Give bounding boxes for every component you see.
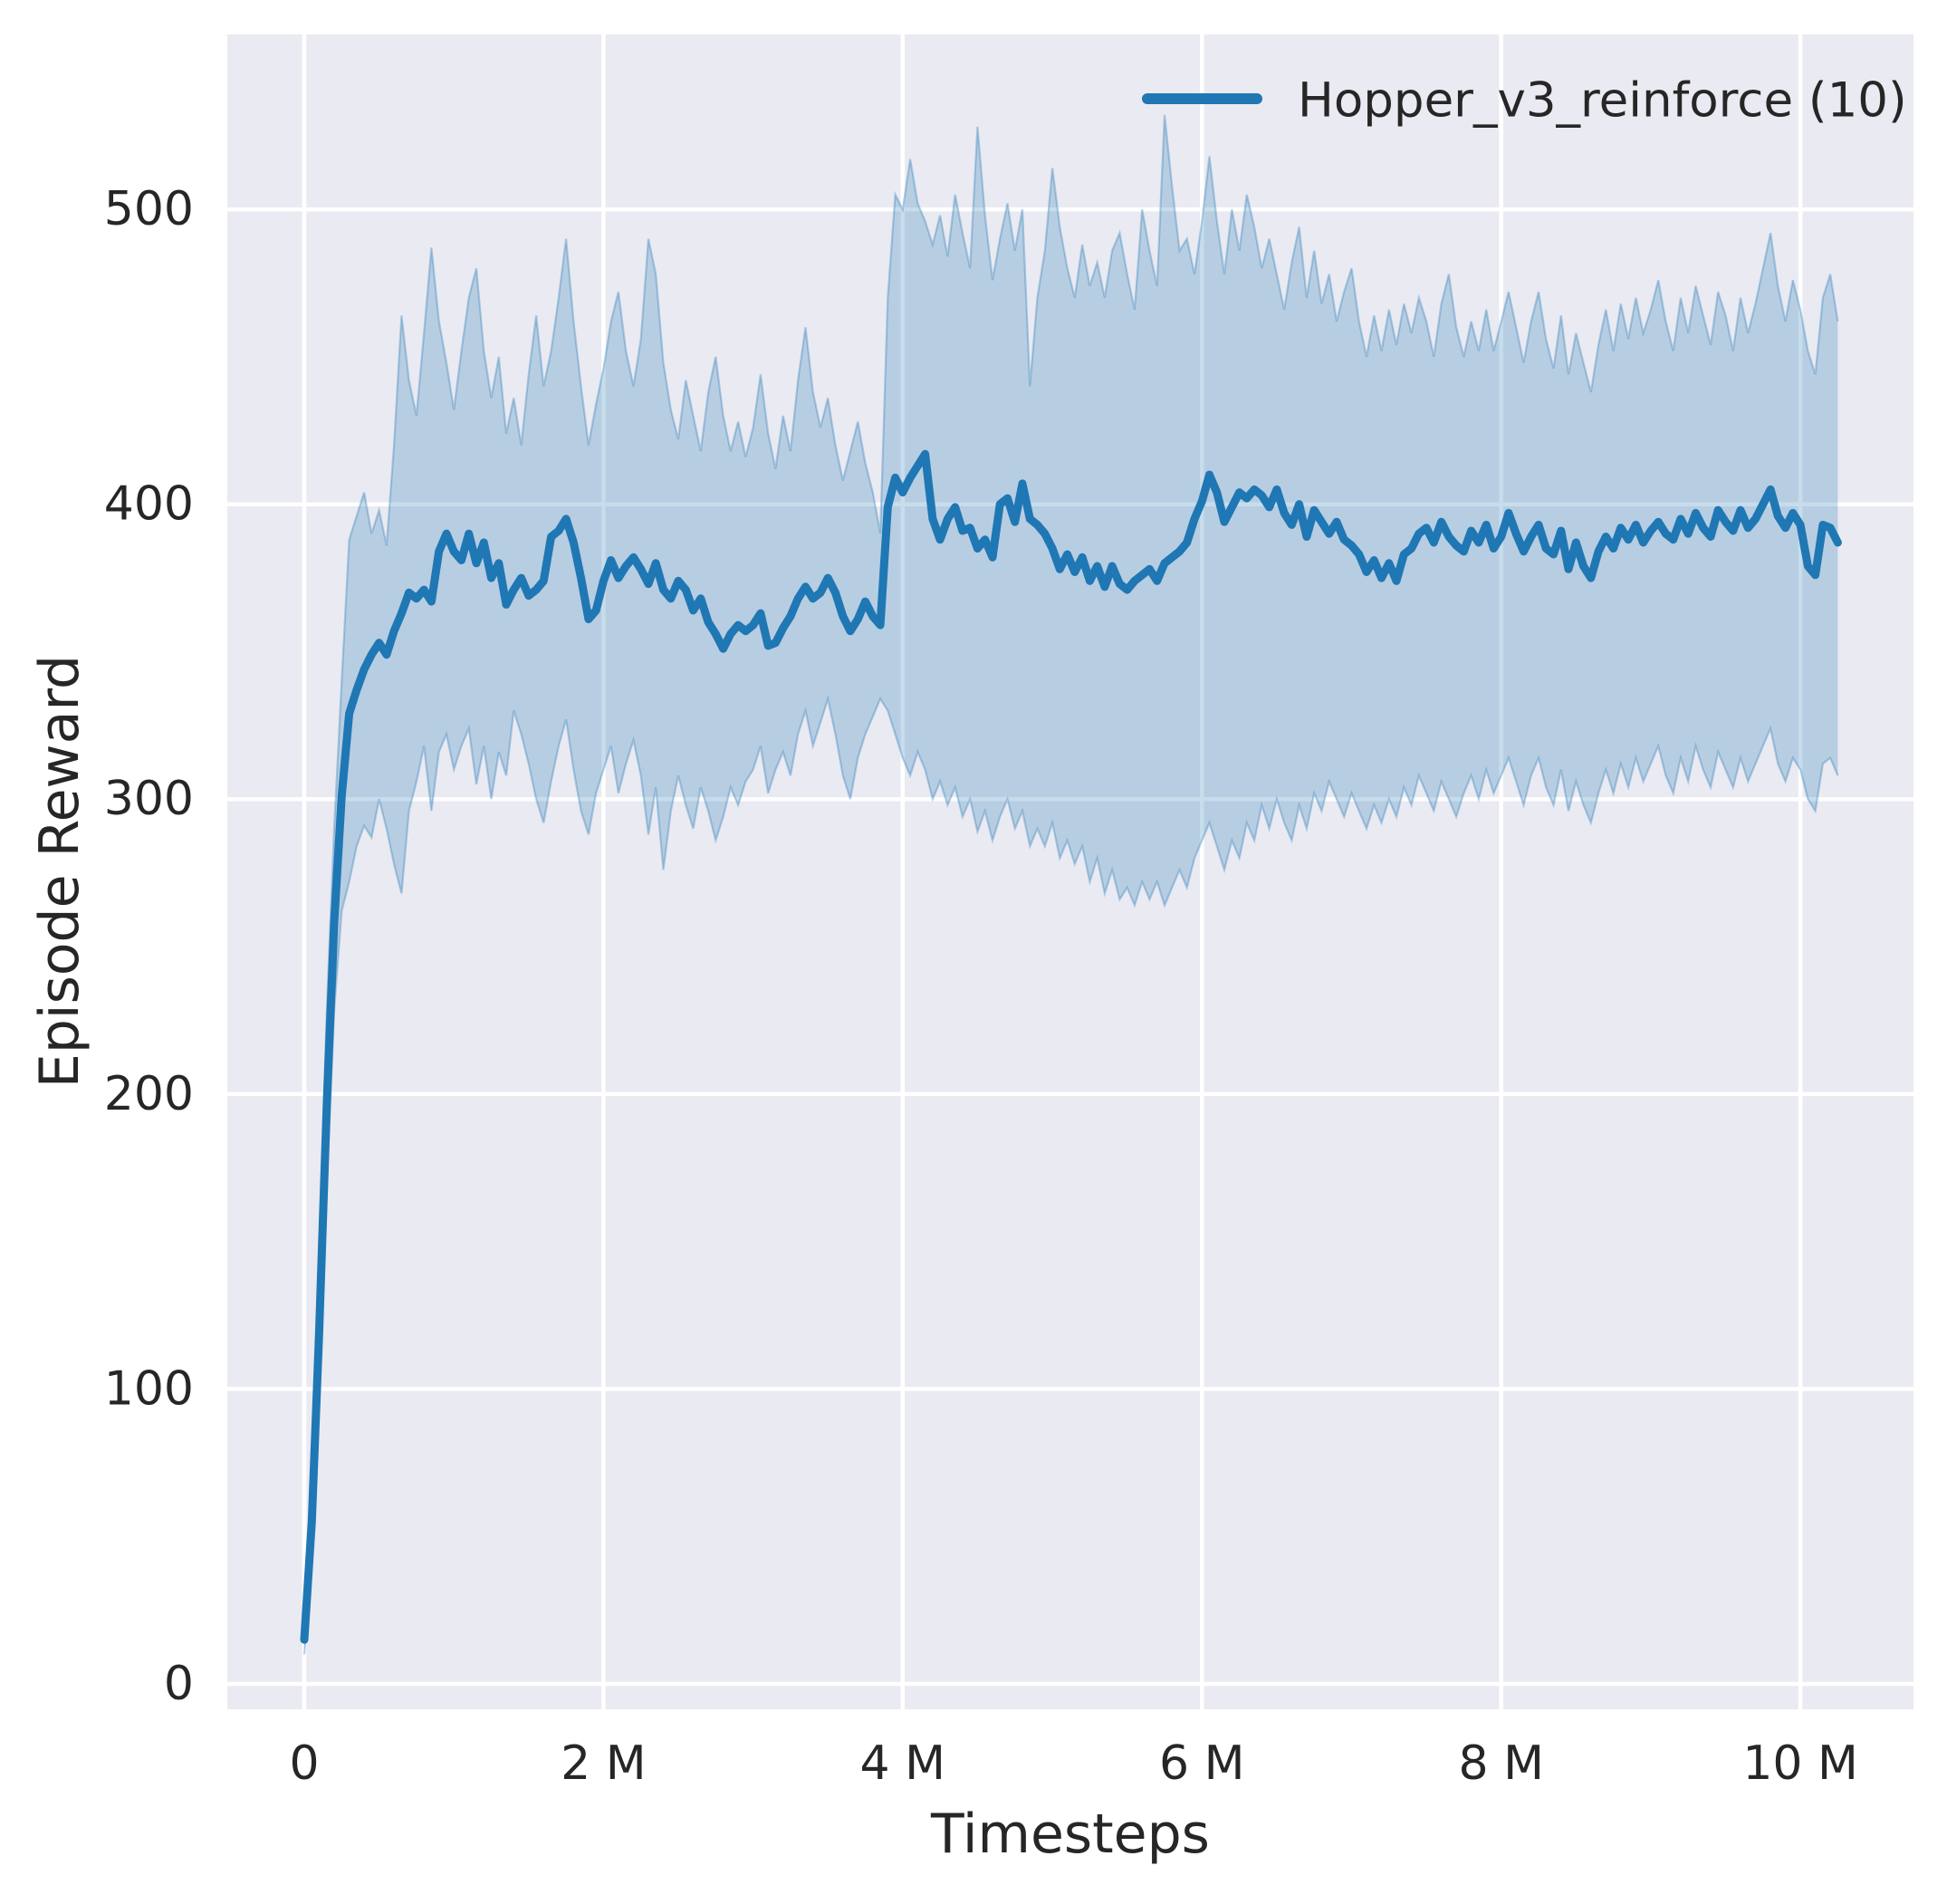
x-tick-label: 6 M [1159, 1736, 1244, 1791]
x-tick-label: 8 M [1458, 1736, 1543, 1791]
y-tick-label: 400 [104, 477, 194, 532]
x-axis-tick-labels: 0 2 M 4 M 6 M 8 M 10 M [289, 1736, 1857, 1791]
y-tick-label: 300 [104, 772, 194, 826]
gridlines [227, 34, 1913, 1709]
confidence-band [304, 114, 1838, 1655]
y-axis-tick-labels: 0 100 200 300 400 500 [104, 182, 194, 1711]
x-axis-label: Timesteps [930, 1803, 1210, 1866]
y-tick-label: 200 [104, 1067, 194, 1121]
confidence-band-upper-edge [302, 114, 1839, 1620]
plot-background [227, 34, 1913, 1709]
legend: Hopper_v3_reinforce (10) [1142, 73, 1907, 129]
confidence-band-lower-edge [302, 695, 1839, 1655]
mean-reward-line [300, 449, 1842, 1644]
x-tick-label: 4 M [860, 1736, 945, 1791]
y-axis-label: Episode Reward [28, 655, 91, 1088]
x-tick-label: 2 M [561, 1736, 646, 1791]
x-tick-label: 0 [289, 1736, 319, 1791]
y-tick-label: 100 [104, 1361, 194, 1416]
y-tick-label: 500 [104, 182, 194, 236]
x-tick-label: 10 M [1742, 1736, 1858, 1791]
series-group [300, 114, 1842, 1655]
y-tick-label: 0 [164, 1657, 194, 1711]
legend-label: Hopper_v3_reinforce (10) [1298, 73, 1907, 129]
